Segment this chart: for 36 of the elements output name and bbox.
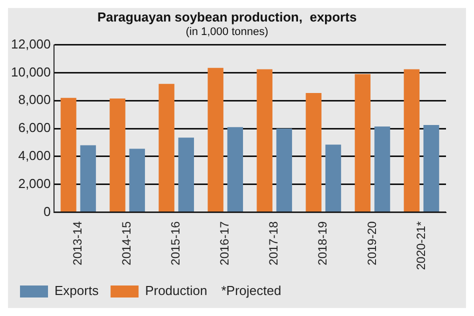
x-tick-label: 2017-18: [266, 220, 281, 266]
bar: [129, 148, 145, 212]
bar: [60, 98, 76, 212]
chart-title: Paraguayan soybean production, exports: [97, 9, 357, 24]
x-tick-label: 2019-20: [364, 220, 379, 266]
bar: [354, 74, 370, 212]
bar: [423, 125, 440, 212]
y-tick-label: 0: [44, 204, 51, 219]
bar: [404, 69, 420, 212]
bar: [374, 126, 390, 212]
chart-subtitle: (in 1,000 tonnes): [186, 26, 268, 38]
bar: [110, 98, 126, 212]
y-tick-label: 10,000: [10, 64, 51, 80]
x-tick-label: 2018-19: [316, 220, 330, 266]
x-tick-label: 2014-15: [120, 220, 134, 266]
bar: [306, 92, 322, 212]
x-tick-label: 2015-16: [168, 220, 183, 266]
bar: [276, 128, 292, 212]
y-tick-label: 12,000: [10, 36, 51, 52]
bar: [80, 145, 96, 212]
y-tick-label: 8,000: [18, 92, 51, 108]
x-tick-label: 2016-17: [218, 220, 232, 266]
text: *Projected: [221, 283, 282, 298]
bar: [208, 68, 224, 212]
y-tick-label: 6,000: [18, 120, 51, 136]
x-tick-label: 2013-14: [70, 220, 85, 266]
bar: [178, 138, 194, 212]
y-tick-label: 4,000: [18, 148, 51, 164]
bar: [227, 127, 244, 212]
bar: [158, 84, 174, 212]
x-tick-label: 2020-21*: [414, 220, 428, 270]
bar: [256, 69, 272, 212]
bar: [325, 144, 342, 212]
legend-label: Production: [145, 283, 208, 298]
legend-label: Exports: [54, 283, 100, 298]
y-tick-label: 2,000: [18, 176, 51, 191]
